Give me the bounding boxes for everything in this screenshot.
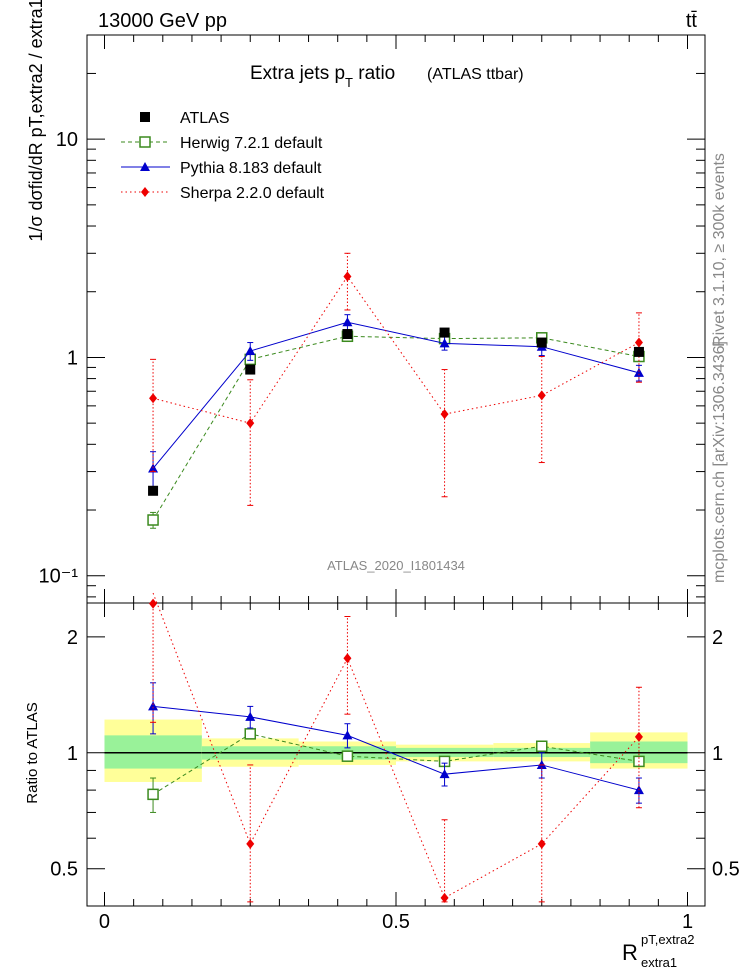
pythia-point-top bbox=[342, 317, 353, 327]
sherpa-point-top bbox=[343, 271, 352, 282]
ylabel-bottom: Ratio to ATLAS bbox=[24, 702, 41, 803]
sherpa-line-top bbox=[152, 275, 640, 424]
y-tick-label-bottom: 1 bbox=[67, 743, 78, 765]
sherpa-point-top bbox=[149, 393, 158, 404]
legend-marker-herwig bbox=[139, 136, 151, 148]
xlabel-sub: extra1 bbox=[641, 955, 677, 970]
chart-title-rest: ratio bbox=[353, 63, 395, 84]
xlabel-main: R bbox=[622, 940, 638, 965]
pythia-point-top bbox=[245, 346, 256, 356]
sherpa-point-bottom bbox=[149, 598, 158, 609]
legend-marker-pythia bbox=[140, 162, 150, 171]
atlas-point-top bbox=[536, 337, 547, 348]
y-tick-label-bottom-right: 1 bbox=[712, 743, 723, 765]
top-panel-series bbox=[147, 252, 645, 529]
sherpa-point-top bbox=[537, 390, 546, 401]
header-right: tt̄ bbox=[686, 10, 698, 32]
legend-label-herwig: Herwig 7.2.1 default bbox=[180, 135, 323, 152]
atlas-point-top bbox=[148, 485, 159, 496]
sherpa-point-bottom bbox=[343, 653, 352, 664]
pythia-point-top bbox=[439, 338, 450, 348]
sherpa-point-bottom bbox=[634, 731, 643, 742]
herwig-line-top bbox=[152, 335, 640, 521]
legend-label-atlas: ATLAS bbox=[180, 110, 230, 127]
atlas-point-top bbox=[633, 346, 644, 357]
legend: ATLAS Herwig 7.2.1 default Pythia 8.183 de… bbox=[121, 110, 325, 202]
herwig-point-bottom bbox=[536, 740, 548, 753]
band-green-0 bbox=[104, 735, 202, 769]
y-tick-label-bottom: 0.5 bbox=[50, 859, 78, 881]
chart-title-paren: (ATLAS ttbar) bbox=[427, 66, 524, 83]
pythia-point-top bbox=[633, 367, 644, 377]
ratio-bands bbox=[104, 719, 688, 782]
x-tick-label: 1 bbox=[682, 911, 693, 933]
header-left: 13000 GeV pp bbox=[98, 10, 227, 32]
chart-title: Extra jets pT ratio bbox=[250, 63, 395, 90]
y-tick-label-top: 10 bbox=[56, 129, 78, 151]
pythia-line-bottom bbox=[153, 705, 640, 791]
pythia-line-top bbox=[152, 321, 640, 469]
sherpa-point-bottom bbox=[440, 892, 449, 903]
herwig-line-bottom bbox=[152, 733, 640, 795]
herwig-point-bottom bbox=[147, 788, 159, 801]
axis-ticks: 0 0.5 1 10⁻¹ 1 10 0.5 0.5 1 1 2 2 bbox=[39, 34, 740, 933]
atlas-point-top bbox=[245, 364, 256, 375]
x-tick-label: 0 bbox=[99, 911, 110, 933]
legend-marker-atlas bbox=[140, 112, 150, 122]
sherpa-point-bottom bbox=[246, 838, 255, 849]
chart-title-main: Extra jets p bbox=[250, 63, 345, 84]
atlas-point-top bbox=[439, 327, 450, 338]
atlas-point-top bbox=[342, 329, 353, 340]
herwig-point-top bbox=[147, 514, 159, 526]
sherpa-point-top bbox=[440, 409, 449, 420]
side-label-bottom: mcplots.cern.ch [arXiv:1306.3436] bbox=[711, 341, 728, 583]
sherpa-point-top bbox=[246, 418, 255, 429]
side-label-top: Rivet 3.1.10, ≥ 300k events bbox=[711, 153, 728, 347]
pythia-point-bottom bbox=[342, 730, 353, 740]
x-tick-label: 0.5 bbox=[382, 911, 410, 933]
herwig-point-bottom bbox=[341, 750, 354, 762]
y-tick-label-bottom: 2 bbox=[67, 627, 78, 649]
chart-title-sub: T bbox=[345, 75, 353, 90]
pythia-point-bottom bbox=[148, 701, 159, 711]
bottom-panel-series bbox=[147, 592, 645, 903]
pythia-point-bottom bbox=[439, 769, 450, 779]
analysis-label: ATLAS_2020_I1801434 bbox=[327, 558, 465, 573]
y-tick-label-bottom-right: 2 bbox=[712, 627, 723, 649]
xlabel: R bbox=[622, 940, 638, 965]
legend-label-sherpa: Sherpa 2.2.0 default bbox=[180, 185, 325, 202]
y-tick-label-bottom-right: 0.5 bbox=[712, 859, 740, 881]
herwig-point-bottom bbox=[244, 728, 256, 740]
sherpa-point-top bbox=[634, 337, 643, 348]
y-tick-label-top: 10⁻¹ bbox=[39, 566, 79, 588]
legend-label-pythia: Pythia 8.183 default bbox=[180, 160, 322, 177]
ylabel-top: 1/σ dσfid/dR pT,extra2 / extra1 bbox=[26, 0, 46, 242]
pythia-point-bottom bbox=[245, 711, 256, 721]
legend-marker-sherpa bbox=[141, 187, 149, 197]
sherpa-point-bottom bbox=[537, 838, 546, 849]
sherpa-line-bottom bbox=[152, 592, 640, 899]
y-tick-label-top: 1 bbox=[67, 347, 78, 369]
xlabel-sup: pT,extra2 bbox=[641, 932, 694, 947]
